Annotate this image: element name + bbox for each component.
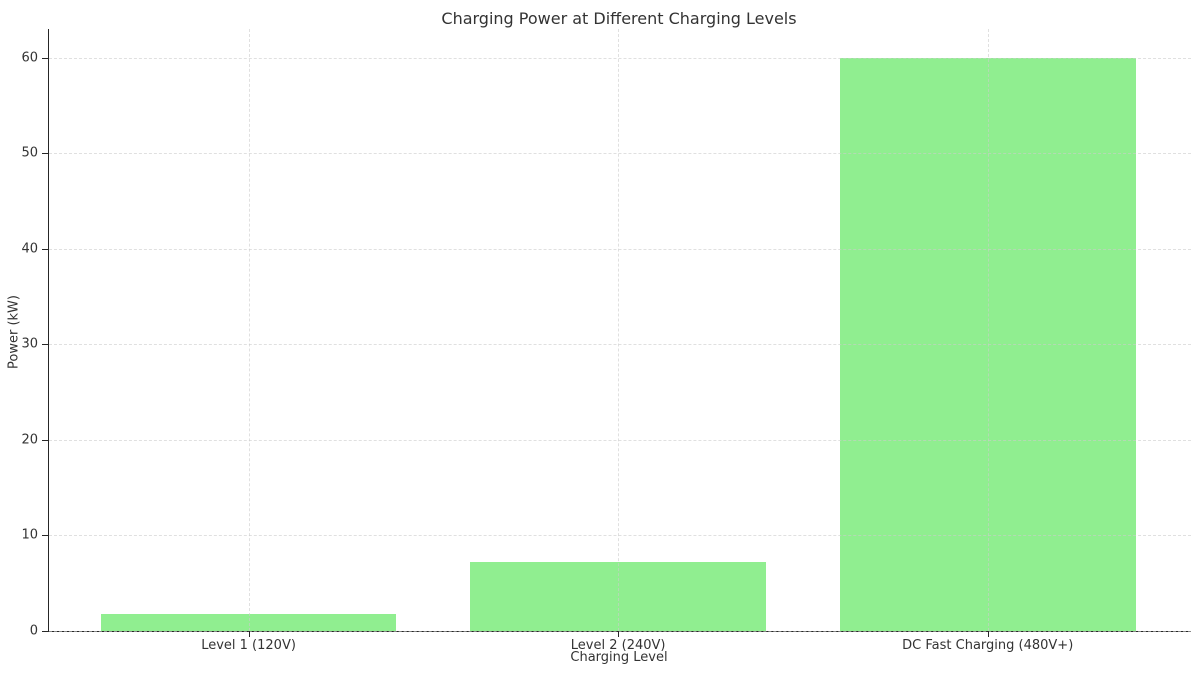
x-gridline (618, 29, 620, 631)
y-tick-label: 50 (21, 145, 38, 161)
x-tick-mark (248, 631, 250, 637)
x-tick-mark (987, 631, 989, 637)
y-tick-label: 60 (21, 50, 38, 66)
y-gridline (49, 439, 1191, 441)
x-tick-label: Level 2 (240V) (570, 638, 666, 653)
y-gridline (49, 57, 1191, 59)
y-tick-mark (42, 153, 48, 155)
x-gridline (248, 29, 250, 631)
y-tick-label: 30 (21, 336, 38, 352)
x-axis-label: Charging Level (570, 650, 668, 665)
y-tick-label: 20 (21, 432, 38, 448)
y-gridline (49, 153, 1191, 155)
y-tick-label: 10 (21, 527, 38, 543)
y-tick-label: 40 (21, 241, 38, 257)
y-tick-mark (42, 535, 48, 537)
x-tick-mark (618, 631, 620, 637)
y-tick-mark (42, 439, 48, 441)
y-gridline (49, 631, 1191, 632)
y-gridline (49, 344, 1191, 346)
x-tick-label: DC Fast Charging (480V+) (902, 638, 1074, 653)
y-tick-mark (42, 344, 48, 346)
y-tick-mark (42, 57, 48, 59)
y-tick-mark (42, 248, 48, 250)
y-tick-mark (42, 631, 48, 632)
y-tick-label: 0 (29, 623, 38, 639)
chart-title: Charging Power at Different Charging Lev… (441, 9, 797, 28)
y-gridline (49, 535, 1191, 537)
plot-area: 0 10 20 30 40 50 60 Level 1 (120V) Level 2 (240V… (21, 29, 1191, 653)
y-axis-label: Power (kW) (6, 295, 22, 369)
y-gridline (49, 248, 1191, 250)
x-gridline (987, 29, 989, 631)
x-tick-label: Level 1 (120V) (201, 638, 296, 653)
